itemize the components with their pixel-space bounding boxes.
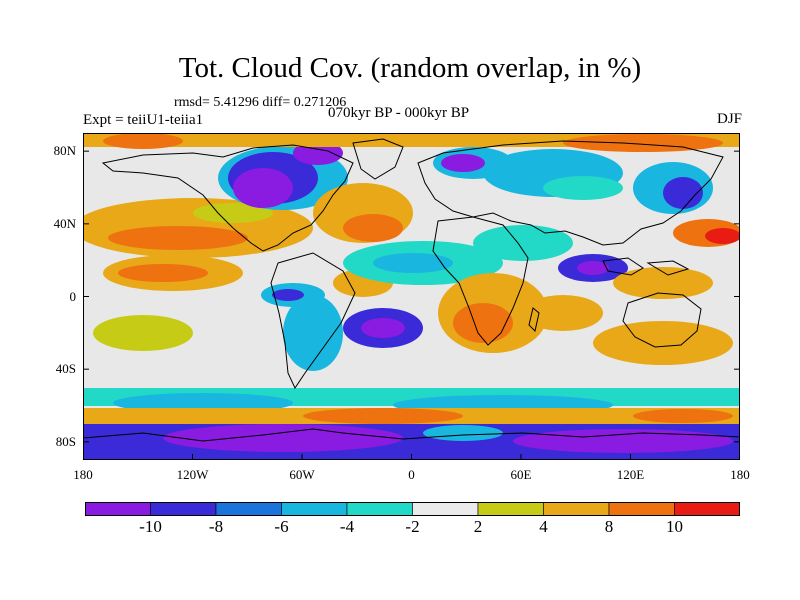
colorbar-label: -6 — [274, 517, 289, 536]
anomaly-field — [83, 133, 740, 460]
colorbar-swatch — [85, 502, 151, 516]
lon-tick-label: 120W — [176, 467, 209, 482]
lat-tick-label: 0 — [69, 288, 77, 304]
lat-tick-label: 40N — [53, 215, 76, 231]
colorbar-swatch — [543, 502, 610, 516]
period-label: 070kyr BP - 000kyr BP — [328, 105, 470, 121]
colorbar-swatch — [477, 502, 544, 516]
colorbar-label: 4 — [539, 517, 548, 536]
lat-tick-label: 80S — [55, 433, 76, 449]
colorbar-label: -4 — [339, 517, 355, 536]
colorbar-swatch — [346, 502, 413, 516]
lon-tick-label: 0 — [408, 467, 415, 482]
experiment-label: Expt = teiiU1-teiia1 — [83, 112, 204, 128]
lon-tick-label: 60E — [510, 467, 532, 482]
colorbar-label: 8 — [604, 517, 614, 536]
lon-tick-label: 180 — [730, 467, 750, 482]
lon-tick-label: 60W — [289, 467, 315, 482]
coastlines — [83, 138, 740, 442]
colorbar — [85, 502, 740, 516]
colorbar-swatch — [412, 502, 479, 516]
colorbar-swatch — [281, 502, 348, 516]
lon-tick-label: 180 — [73, 467, 93, 482]
colorbar-swatch — [608, 502, 675, 516]
season-label: DJF — [716, 111, 742, 127]
lon-tick-label: 120E — [616, 467, 645, 482]
cloud-cover-map — [83, 133, 740, 460]
colorbar-label: -2 — [405, 517, 420, 536]
colorbar-swatch — [674, 502, 740, 516]
colorbar-label: -8 — [208, 517, 224, 536]
stats-label: rmsd= 5.41296 diff= 0.271206 — [174, 95, 347, 110]
colorbar-label: 2 — [473, 517, 483, 536]
colorbar-label: -10 — [139, 517, 162, 536]
colorbar-swatch — [215, 502, 282, 516]
lat-tick-label: 40S — [55, 361, 76, 377]
colorbar-label: 10 — [666, 517, 683, 536]
page-title: Tot. Cloud Cov. (random overlap, in %) — [178, 52, 642, 84]
lat-tick-label: 80N — [53, 143, 76, 159]
colorbar-swatch — [150, 502, 217, 516]
